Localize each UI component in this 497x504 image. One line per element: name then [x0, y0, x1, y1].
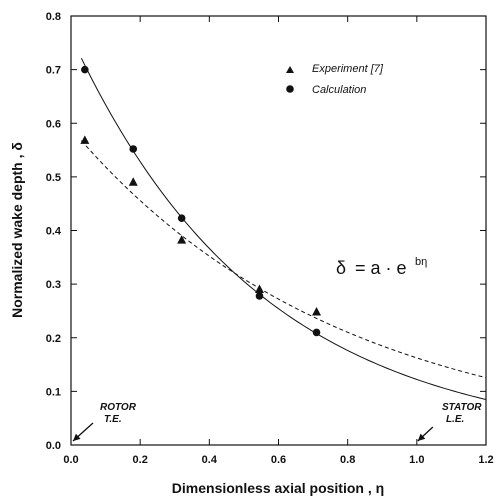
x-tick-label: 1.2: [478, 454, 493, 466]
y-tick-label: 0.6: [46, 118, 61, 130]
legend: Experiment [7] Calculation: [286, 63, 384, 96]
calculation-marker: [177, 214, 186, 222]
x-tick-label: 0.6: [271, 454, 286, 466]
x-tick-label: 0.8: [340, 454, 355, 466]
rotor-annotation: ROTOR T.E.: [72, 402, 137, 442]
equation-rhs: = a · e: [355, 258, 407, 278]
y-tick-label: 0.5: [46, 172, 61, 184]
x-tick-label: 0.0: [63, 454, 78, 466]
stator-arrowhead-icon: [417, 433, 426, 441]
y-tick-label: 0.2: [46, 333, 61, 345]
stator-sublabel: L.E.: [446, 414, 464, 425]
stator-annotation: STATOR L.E.: [417, 402, 482, 442]
stator-label: STATOR: [442, 402, 482, 413]
experiment-marker: [128, 177, 138, 186]
y-tick-label: 0.7: [46, 65, 61, 77]
equation-lhs: δ: [336, 258, 346, 278]
y-tick-label: 0.8: [46, 11, 61, 23]
plot-frame: [70, 15, 487, 446]
calculation-marker: [129, 145, 138, 153]
x-tick-label: 1.0: [409, 454, 424, 466]
x-axis-title: Dimensionless axial position , η: [172, 480, 384, 496]
x-tick-label: 0.4: [202, 454, 218, 466]
legend-label-experiment: Experiment [7]: [312, 63, 384, 75]
experiment-fit-curve: [81, 140, 487, 379]
y-axis-title: Normalized wake depth , δ: [9, 142, 25, 318]
rotor-arrowhead-icon: [73, 433, 81, 441]
experiment-marker: [312, 307, 322, 316]
legend-circle-icon: [286, 85, 294, 93]
data-markers: [80, 65, 322, 337]
equation-exponent: bη: [415, 256, 427, 268]
calculation-marker: [81, 65, 89, 74]
calculation-marker: [312, 328, 321, 337]
x-axis: 0.0 0.2 0.4 0.6 0.8 1.0 1.2: [63, 16, 494, 466]
equation: δ = a · e bη: [336, 256, 427, 278]
calculation-fit-curve: [80, 57, 487, 401]
y-tick-label: 0.0: [46, 440, 61, 452]
legend-triangle-icon: [286, 66, 294, 73]
y-tick-label: 0.1: [46, 386, 61, 398]
calculation-marker: [255, 292, 264, 300]
y-tick-label: 0.3: [46, 279, 61, 291]
rotor-sublabel: T.E.: [104, 414, 122, 425]
x-tick-label: 0.2: [133, 454, 148, 466]
experiment-marker: [80, 135, 90, 144]
y-axis: 0.0 0.1 0.2 0.3 0.4 0.5 0.6 0.7 0.8: [46, 11, 486, 452]
y-tick-label: 0.4: [46, 226, 62, 238]
rotor-label: ROTOR: [100, 402, 137, 413]
experiment-marker: [177, 235, 187, 244]
experiment-marker: [254, 284, 264, 293]
legend-label-calculation: Calculation: [312, 84, 366, 96]
